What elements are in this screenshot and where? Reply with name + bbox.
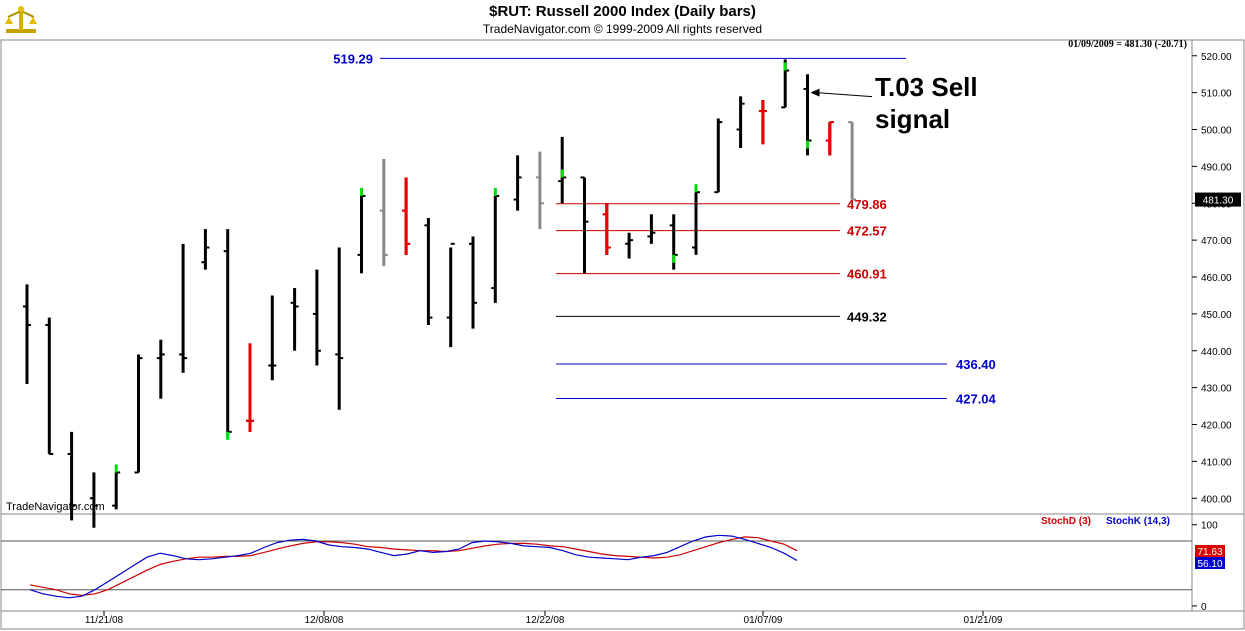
price-tick-label: 460.00 [1201,273,1232,284]
level-label: 436.40 [956,357,996,372]
level-label: 449.32 [847,309,887,324]
annotation-text: T.03 Sell [875,72,978,102]
annotation-arrow-line [816,92,873,98]
date-axis: 11/21/08 12/08/08 12/22/08 01/07/09 01/21/09 [85,611,1003,626]
price-tick-label: 400.00 [1201,494,1232,505]
watermark: TradeNavigator.com [6,501,105,513]
price-bars [23,59,857,528]
price-tick-label: 410.00 [1201,457,1232,468]
level-label: 427.04 [956,392,997,407]
price-tick-label: 420.00 [1201,421,1232,432]
date-tick-label: 01/07/09 [744,615,783,626]
copyright-notice: TradeNavigator.com © 1999-2009 All right… [482,22,763,36]
stoch-tick-label: 0 [1201,602,1207,613]
last-bar-readout: 01/09/2009 = 481.30 (-20.71) [1068,39,1187,50]
last-price-label: 481.30 [1203,196,1234,207]
stoch-last-value-label: 71.63 [1197,547,1222,558]
stoch-last-value-label: 56.10 [1197,559,1222,570]
price-tick-label: 430.00 [1201,384,1232,395]
price-tick-label: 470.00 [1201,236,1232,247]
stoch-k-line [29,534,798,599]
date-tick-label: 01/21/09 [964,615,1003,626]
stoch-last-value-box [1195,545,1225,557]
stoch-d-line [29,536,798,597]
date-tick-label: 12/08/08 [305,615,344,626]
price-tick-label: 440.00 [1201,347,1232,358]
price-axis: 400.00 410.00 420.00 430.00 440.00 450.00 460.… [1192,52,1241,505]
price-tick-label: 500.00 [1201,126,1232,137]
price-tick-label: 520.00 [1201,52,1232,63]
annotation-arrowhead [810,88,820,97]
price-tick-label: 490.00 [1201,162,1232,173]
stoch-tick-label: 100 [1201,521,1218,532]
level-label: 460.91 [847,267,887,282]
chart-frame [0,39,1245,630]
annotation-text: signal [875,104,950,134]
price-tick-label: 510.00 [1201,89,1232,100]
price-tick-label: 450.00 [1201,310,1232,321]
level-label: 519.29 [333,51,373,66]
tradenavigator-logo-icon [5,6,37,33]
stoch-d-legend: StochD (3) [1041,516,1091,527]
chart-title: $RUT: Russell 2000 Index (Daily bars) [489,3,756,20]
stoch-last-value-box [1195,557,1225,569]
level-label: 472.57 [847,224,887,239]
last-price-box [1195,192,1241,207]
date-tick-label: 11/21/08 [85,615,124,626]
stoch-k-legend: StochK (14,3) [1106,516,1170,527]
date-tick-label: 12/22/08 [526,615,565,626]
fibonacci-levels: 519.29 479.86 472.57 460.91 449.32 436.40 427.… [333,51,996,406]
level-label: 479.86 [847,197,887,212]
